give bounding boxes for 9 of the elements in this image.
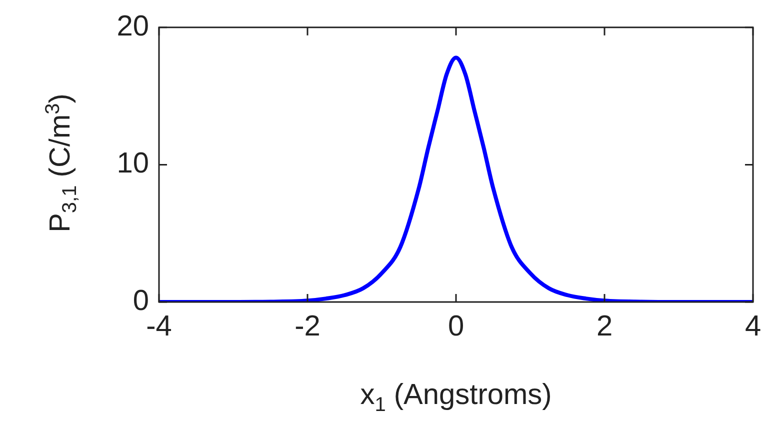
y-tick-label: 20 [116,10,149,42]
y-tick-label: 0 [132,285,149,317]
x-tick-label: 4 [744,310,762,342]
x-tick-label: 2 [596,310,613,342]
x-tick-label: -2 [294,310,320,342]
x-tick-label: -4 [146,310,172,342]
y-tick-label: 10 [116,148,149,180]
x-tick-label: 0 [448,310,464,342]
x-axis-title: x$_{1}$ (Angstroms) [360,379,552,417]
